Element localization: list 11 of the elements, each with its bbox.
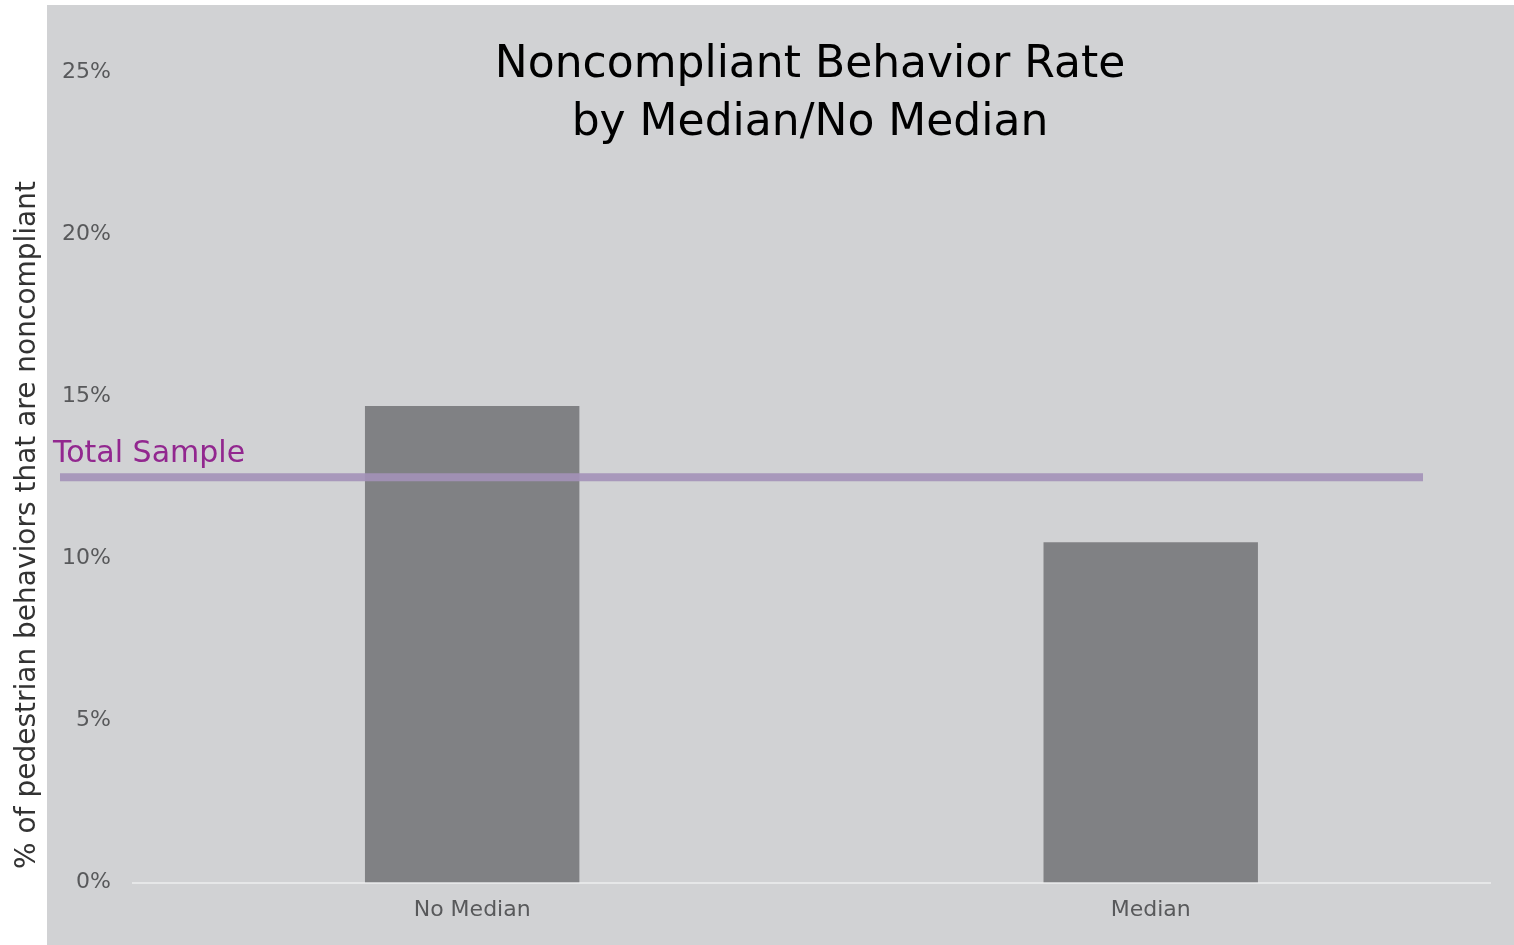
y-axis-title: % of pedestrian behaviors that are noncompliant — [9, 180, 43, 870]
y-tick-label: 15% — [61, 381, 111, 407]
x-tick-label: No Median — [413, 895, 531, 921]
y-tick-label: 5% — [75, 706, 111, 732]
y-tick-label: 10% — [61, 544, 111, 570]
ref-line-label: Total Sample — [52, 434, 246, 470]
chart-title: Noncompliant Behavior Rate by Median/No Median — [494, 36, 1126, 146]
x-tick-label: Median — [1110, 895, 1191, 921]
y-tick-label: 20% — [61, 219, 111, 245]
y-tick-label: 25% — [61, 57, 111, 83]
y-tick-label: 0% — [75, 868, 111, 894]
